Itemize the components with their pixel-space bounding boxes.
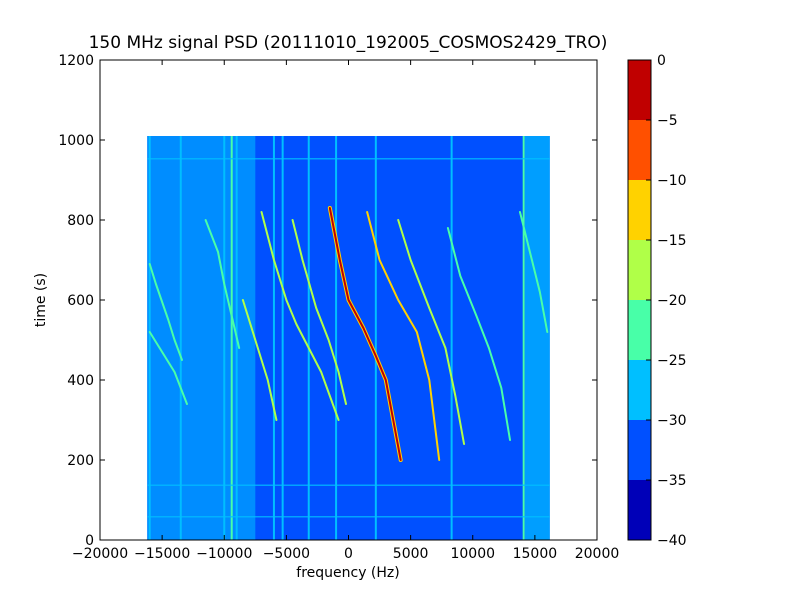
colorbar-tick-label: −30 [657, 413, 687, 429]
doppler-track [328, 207, 402, 461]
colorbar-tick-label: −25 [657, 353, 687, 369]
colorbar-segment [628, 360, 651, 420]
colorbar-tick-label: 0 [657, 53, 666, 69]
doppler-track [291, 219, 348, 405]
x-tick-label: 0 [344, 546, 353, 562]
colorbar-segment [628, 240, 651, 300]
doppler-track [397, 219, 466, 445]
y-tick-label: 400 [67, 373, 94, 389]
y-tick-label: 800 [67, 213, 94, 229]
y-tick-label: 1200 [58, 53, 94, 69]
colorbar-segment [628, 480, 651, 540]
plot-area [147, 136, 550, 540]
x-axis-label: frequency (Hz) [296, 565, 399, 581]
x-tick-label: 5000 [393, 546, 429, 562]
chart-title: 150 MHz signal PSD (20111010_192005_COSM… [89, 33, 608, 53]
colorbar-tick-label: −35 [657, 473, 687, 489]
doppler-track [241, 299, 278, 421]
doppler-track [148, 331, 188, 405]
doppler-track [148, 263, 184, 361]
psd-noise-band [524, 136, 550, 540]
x-tick-label: −20000 [72, 546, 128, 562]
colorbar-tick-label: −20 [657, 293, 687, 309]
doppler-track [518, 211, 549, 333]
x-tick-label: 15000 [513, 546, 558, 562]
colorbar: −40 −35 −30 −25 −20 −15 −10 −5 0 [627, 53, 687, 549]
y-tick-label: 1000 [58, 133, 94, 149]
colorbar-segment [628, 180, 651, 240]
doppler-track [260, 211, 340, 421]
colorbar-segment [628, 120, 651, 180]
colorbar-segment [628, 300, 651, 360]
x-tick-label: 20000 [575, 546, 620, 562]
colorbar-segment [628, 60, 651, 120]
y-tick-label: 0 [85, 533, 94, 549]
doppler-track [204, 219, 241, 349]
x-tick-label: −5000 [263, 546, 310, 562]
y-tick-label: 200 [67, 453, 94, 469]
colorbar-segment [628, 420, 651, 480]
x-tick-label: −10000 [196, 546, 252, 562]
doppler-track [366, 211, 441, 461]
x-tick-label: −15000 [134, 546, 190, 562]
x-tick-label: 10000 [450, 546, 495, 562]
doppler-track [446, 227, 512, 441]
y-tick-label: 600 [67, 293, 94, 309]
colorbar-tick-label: −40 [657, 533, 687, 549]
colorbar-tick-label: −15 [657, 233, 687, 249]
colorbar-tick-label: −10 [657, 173, 687, 189]
colorbar-tick-label: −5 [657, 113, 678, 129]
psd-noise-band [147, 136, 256, 540]
y-axis: 0 200 400 600 800 1000 1200 [58, 53, 597, 549]
x-axis: −20000 −15000 −10000 −5000 0 5000 10000 15000 20… [72, 60, 619, 562]
y-axis-label: time (s) [33, 273, 49, 327]
